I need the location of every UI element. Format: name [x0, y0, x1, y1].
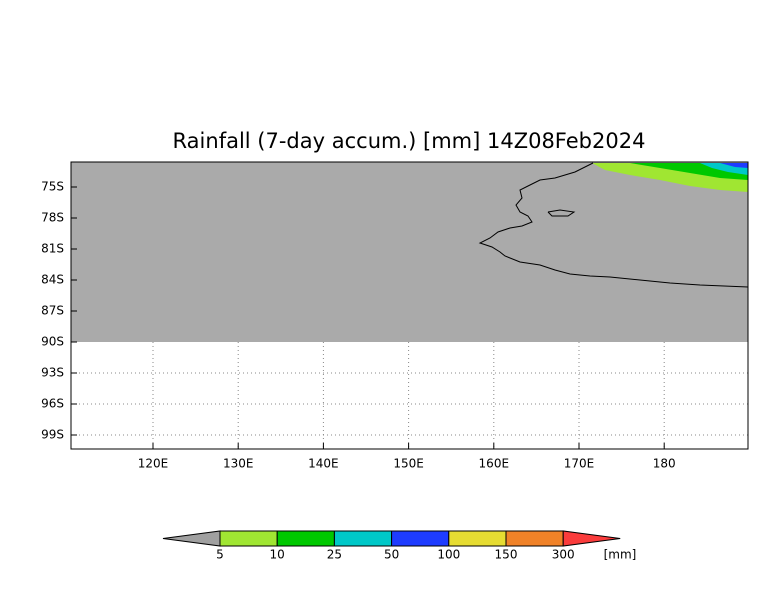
- lat-label: 90S: [41, 335, 64, 349]
- colorbar-label: 300: [552, 548, 575, 562]
- colorbar-label: 5: [216, 548, 224, 562]
- lat-label: 99S: [41, 428, 64, 442]
- colorbar-box: [219, 530, 278, 547]
- colorbar: 5 10 25 50 100 150 300 [mm]: [162, 530, 637, 562]
- colorbar-high: [562, 530, 621, 547]
- colorbar-low: [162, 530, 221, 547]
- rain-very-heavy: [720, 163, 748, 168]
- colorbar-box: [333, 530, 393, 547]
- plot-frame: [70, 161, 749, 450]
- lon-label: 120E: [138, 457, 169, 471]
- colorbar-unit: [mm]: [604, 548, 637, 562]
- ice-shelf: [547, 209, 576, 217]
- lon-label: 130E: [223, 457, 254, 471]
- lat-label: 78S: [41, 211, 64, 225]
- coastline: [478, 162, 749, 288]
- colorbar-box: [448, 530, 507, 547]
- lat-label: 84S: [41, 273, 64, 287]
- lat-label: 87S: [41, 304, 64, 318]
- colorbar-box: [276, 530, 335, 547]
- colorbar-label: 50: [384, 548, 399, 562]
- colorbar-label: 10: [270, 548, 285, 562]
- grid: [71, 342, 748, 449]
- colorbar-box: [505, 530, 564, 547]
- colorbar-box: [391, 530, 450, 547]
- lon-label: 140E: [308, 457, 339, 471]
- lon-label: 150E: [393, 457, 424, 471]
- lon-label: 160E: [479, 457, 510, 471]
- map-title: Rainfall (7-day accum.) [mm] 14Z08Feb202…: [173, 129, 646, 153]
- lat-label: 93S: [41, 366, 64, 380]
- lon-label: 170E: [564, 457, 595, 471]
- land-mask: [71, 162, 748, 342]
- lat-label: 81S: [41, 242, 64, 256]
- lat-label: 96S: [41, 397, 64, 411]
- colorbar-label: 25: [327, 548, 342, 562]
- colorbar-label: 100: [437, 548, 460, 562]
- colorbar-label: 150: [495, 548, 518, 562]
- lat-label: 75S: [41, 180, 64, 194]
- lon-label: 180: [653, 457, 676, 471]
